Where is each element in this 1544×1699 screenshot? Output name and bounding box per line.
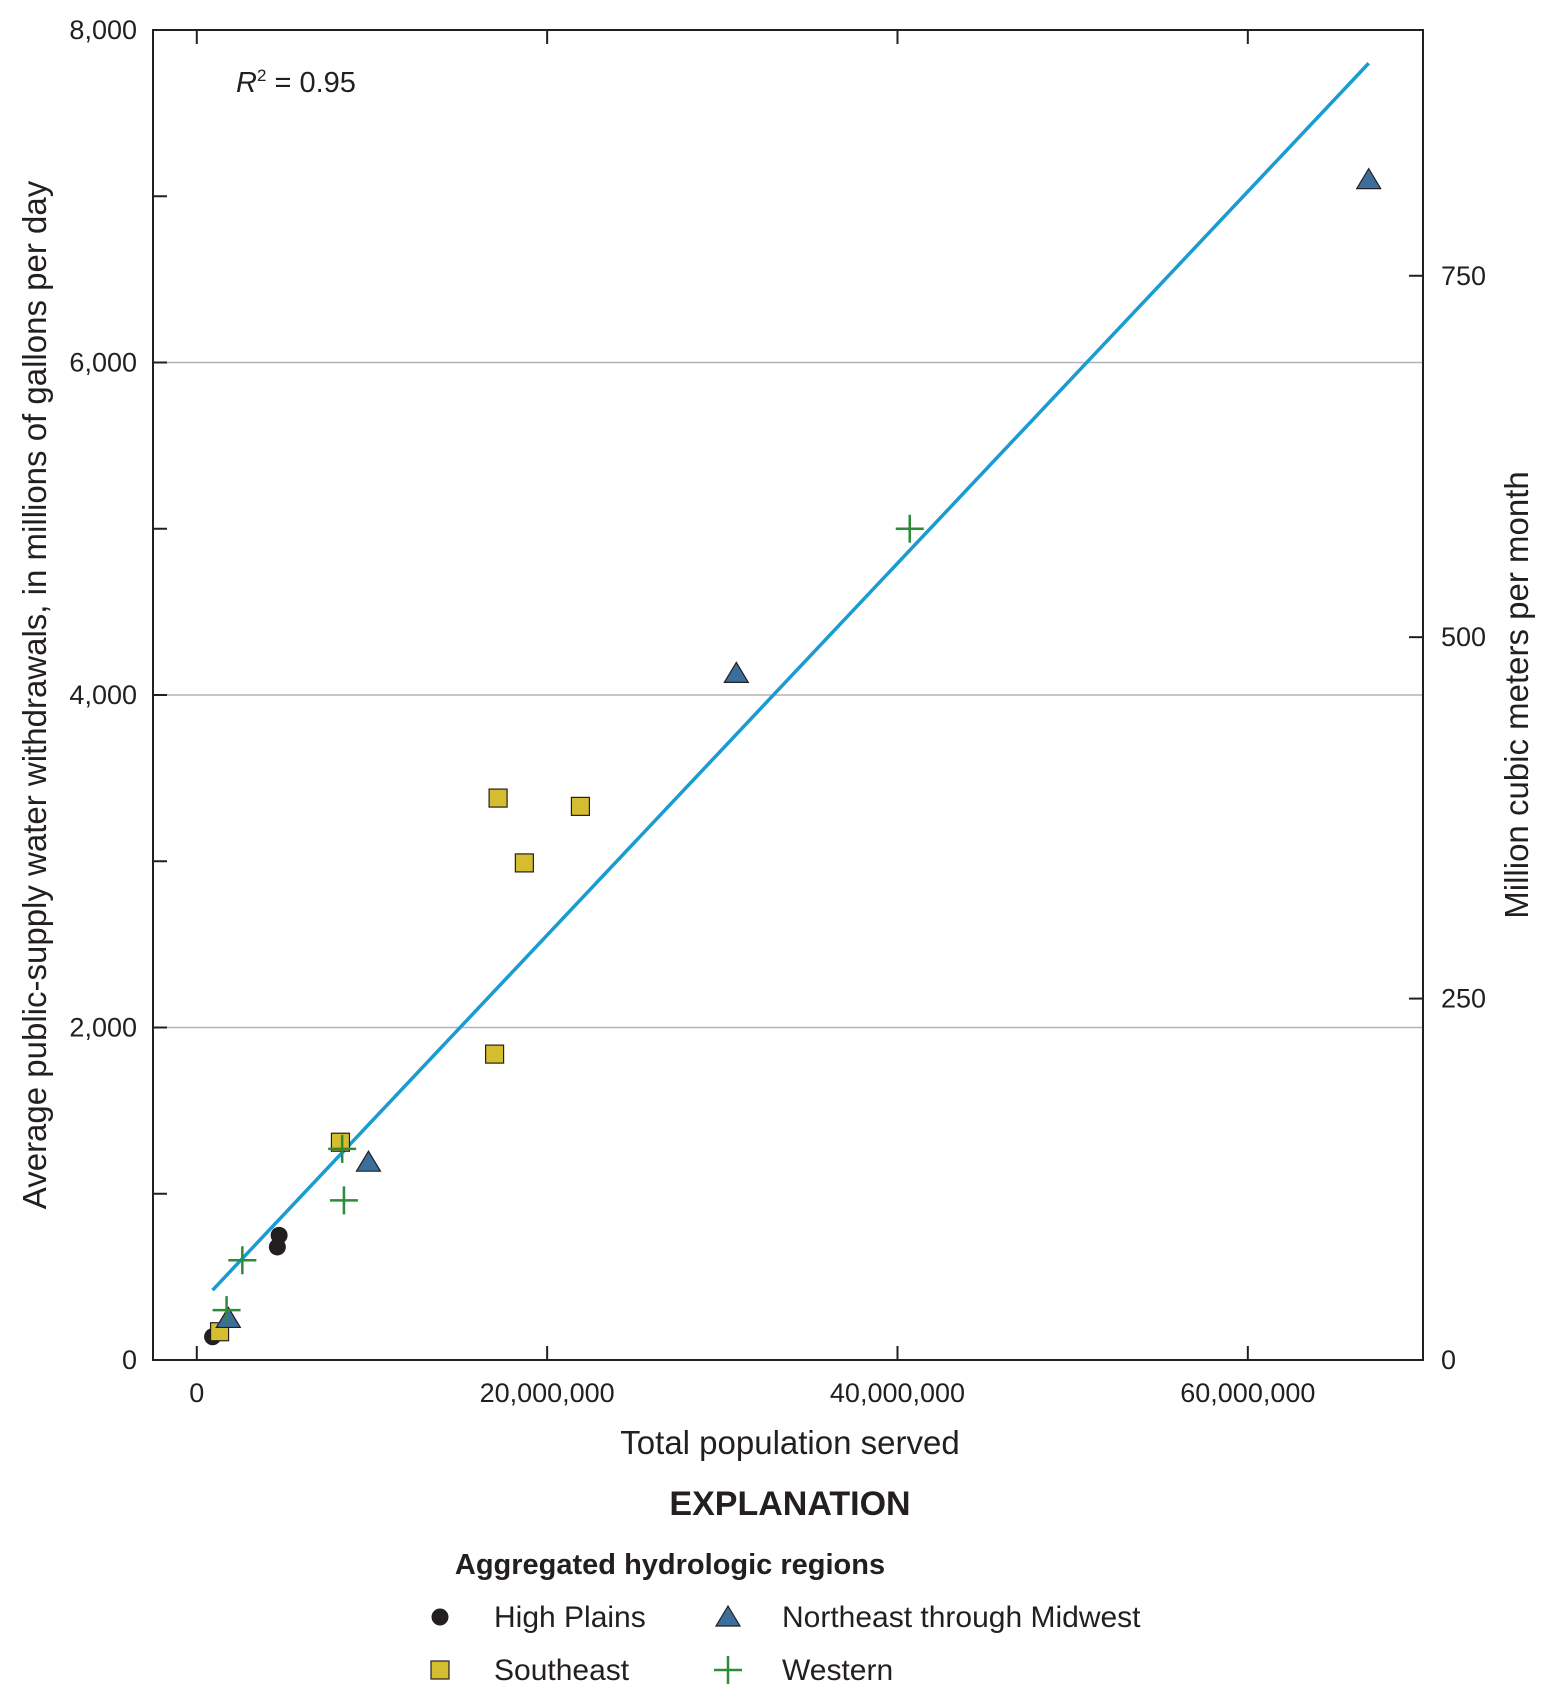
y2-tick-label: 500 bbox=[1441, 622, 1486, 652]
legend-subheading: Aggregated hydrologic regions bbox=[455, 1549, 885, 1581]
x-tick-label: 0 bbox=[189, 1378, 204, 1408]
legend: High Plains Southeast Northeast through Mi… bbox=[430, 1601, 1141, 1687]
point-northeast-through-midwest bbox=[215, 1306, 242, 1329]
point-western bbox=[212, 1296, 241, 1325]
point-southeast bbox=[484, 1044, 505, 1064]
point-western bbox=[895, 514, 924, 543]
r-squared-annotation: R2 = 0.95 bbox=[236, 66, 356, 99]
y2-tick-label: 250 bbox=[1441, 984, 1486, 1014]
y2-tick-label: 0 bbox=[1441, 1345, 1456, 1375]
y2-axis-title: Million cubic meters per month bbox=[1498, 471, 1535, 919]
point-western bbox=[329, 1186, 358, 1215]
y-tick-label: 2,000 bbox=[69, 1013, 137, 1043]
legend-label-western: Western bbox=[782, 1654, 893, 1687]
legend-label-southeast: Southeast bbox=[494, 1654, 630, 1687]
legend-marker-high-plains bbox=[431, 1608, 449, 1626]
legend-marker-western bbox=[714, 1656, 742, 1684]
point-northeast-through-midwest bbox=[1355, 167, 1382, 190]
x-tick-label: 20,000,000 bbox=[480, 1378, 615, 1408]
legend-label-high-plains: High Plains bbox=[494, 1601, 646, 1634]
point-southeast bbox=[514, 853, 534, 873]
y-tick-label: 6,000 bbox=[69, 348, 137, 378]
legend-marker-southeast bbox=[430, 1660, 450, 1680]
y-tick-label: 0 bbox=[122, 1345, 137, 1375]
point-northeast-through-midwest bbox=[355, 1149, 382, 1172]
y-tick-label: 4,000 bbox=[69, 680, 137, 710]
trendline bbox=[211, 62, 1370, 1292]
point-southeast bbox=[570, 796, 591, 816]
y-tick-label: 8,000 bbox=[69, 15, 137, 45]
x-tick-label: 40,000,000 bbox=[830, 1378, 965, 1408]
point-high-plains bbox=[270, 1226, 288, 1244]
point-southeast bbox=[488, 788, 508, 808]
x-axis-title: Total population served bbox=[620, 1424, 959, 1461]
point-southeast bbox=[330, 1132, 351, 1152]
gridlines bbox=[153, 361, 1423, 1029]
point-western bbox=[328, 1134, 357, 1163]
legend-marker-northeast-through-midwest bbox=[714, 1604, 742, 1627]
data-points bbox=[204, 167, 1382, 1346]
legend-label-northeast-through-midwest: Northeast through Midwest bbox=[782, 1601, 1141, 1634]
axis-ticks: 0 20,000,000 40,000,000 60,000,000 0 2,000 4,0… bbox=[69, 15, 1486, 1408]
y2-tick-label: 750 bbox=[1441, 261, 1486, 291]
legend-heading: EXPLANATION bbox=[669, 1485, 910, 1523]
x-tick-label: 60,000,000 bbox=[1180, 1378, 1315, 1408]
point-northeast-through-midwest bbox=[723, 661, 750, 683]
y-axis-title: Average public-supply water withdrawals,… bbox=[16, 180, 53, 1209]
point-western bbox=[228, 1246, 257, 1275]
